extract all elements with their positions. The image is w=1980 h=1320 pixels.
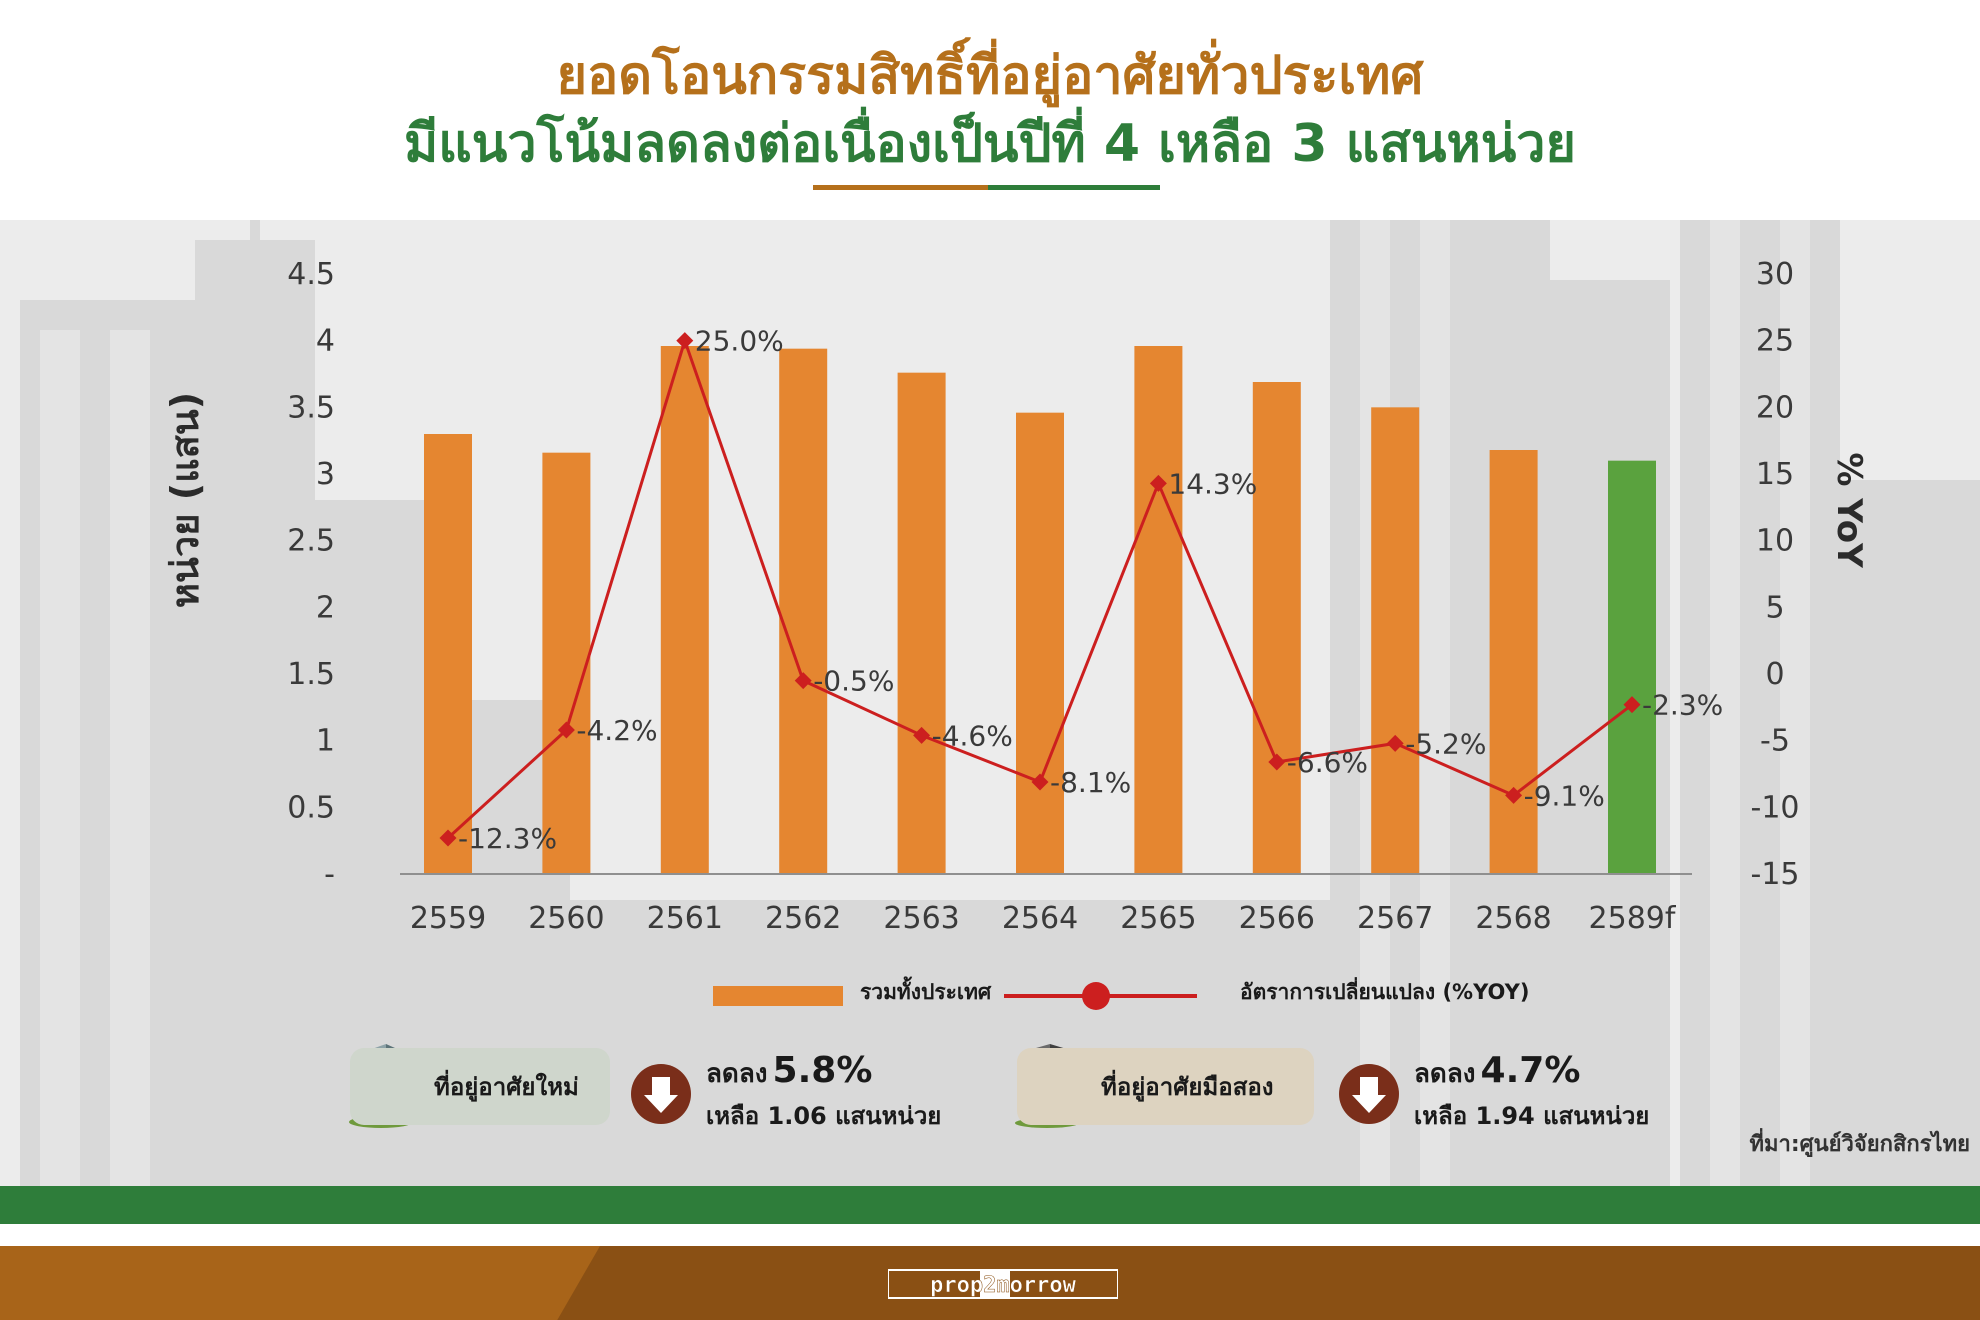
title-band [0,0,1980,220]
yoy-point [794,672,812,690]
y2-tick-label: -5 [1760,724,1790,759]
yoy-point [1268,753,1286,771]
yoy-point [913,726,931,744]
y-tick-label: 3 [316,457,335,492]
bar [660,346,709,874]
chart-title-line1: ยอดโอนกรรมสิทธิ์ที่อยู่อาศัยทั่วประเทศ [556,46,1424,106]
source-note: ที่มา:ศูนย์วิจัยกสิกรไทย [1749,1132,1970,1157]
legend-dot-swatch [1082,982,1110,1010]
y2-tick-label: -15 [1751,857,1800,892]
yoy-data-label: -12.3% [458,822,557,855]
footer-green-band [0,1186,1980,1224]
y-tick-label: - [324,857,335,892]
y-tick-label: 3.5 [287,390,335,425]
yoy-data-label: -4.2% [576,714,657,747]
brand-logo-text: prop2morrow [930,1273,1076,1298]
y-tick-label: 4 [316,324,335,359]
bar [542,452,591,874]
stat-new-sub: เหลือ 1.06 แสนหน่วย [706,1102,942,1130]
x-tick-label: 2568 [1475,901,1551,936]
y2-axis-label: % YoY [1829,452,1869,568]
footer-stripe [0,1246,601,1320]
footer-gap [0,1224,1980,1246]
bar [1371,407,1420,874]
chart-title-line2: มีแนวโน้มลดลงต่อเนื่องเป็นปีที่ 4 เหลือ … [404,114,1576,174]
x-tick-label: 2559 [410,901,486,936]
x-tick-label: 2563 [883,901,959,936]
y-axis-label: หน่วย (แสน) [163,392,207,608]
y-tick-label: 2.5 [287,524,335,559]
yoy-point [1623,696,1641,714]
yoy-data-label: -0.5% [813,665,894,698]
yoy-data-label: -8.1% [1050,766,1131,799]
y2-tick-label: 25 [1756,324,1794,359]
card-used-label: ที่อยู่อาศัยมือสอง [1101,1073,1274,1101]
down-arrow-icon [631,1064,691,1124]
bar [424,434,472,874]
chart: - 0.5 1 1.5 2 2.5 3 3.5 4 4.5 -15 -10 -5 0 5 10 15 20 25 3… [163,257,1869,936]
stat-used: ลดลง 4.7% เหลือ 1.94 แสนหน่วย [1414,1050,1649,1135]
down-arrow-icon [1339,1064,1399,1124]
brand-logo: prop2morrow [888,1269,1118,1299]
x-tick-label: 2561 [647,901,723,936]
bar [1134,346,1183,874]
stat-used-prefix: ลดลง [1414,1059,1476,1089]
x-tick-label: 2562 [765,901,841,936]
yoy-data-label: -2.3% [1642,689,1723,722]
title-underline-green [988,185,1160,190]
y-tick-label: 1.5 [287,657,335,692]
y2-tick-label: 10 [1756,524,1794,559]
y2-tick-label: 0 [1765,657,1784,692]
yoy-point [557,721,575,739]
card-new-housing: ที่อยู่อาศัยใหม่ [350,1048,610,1125]
legend-label-total: รวมทั้งประเทศ [860,980,992,1004]
stat-new: ลดลง 5.8% เหลือ 1.06 แสนหน่วย [706,1050,941,1135]
yoy-data-label: -5.2% [1405,727,1486,760]
yoy-point [676,332,694,350]
x-tick-label: 2565 [1120,901,1196,936]
title-underline-brown [813,185,988,190]
bar [1016,412,1064,874]
y2-tick-label: -10 [1751,790,1800,825]
yoy-data-label: 25.0% [695,325,784,358]
y-tick-label: 4.5 [287,257,335,292]
y2-tick-label: 30 [1756,257,1794,292]
bar [1252,382,1301,874]
y2-tick-label: 15 [1756,457,1794,492]
bar [779,348,828,875]
yoy-data-label: -4.6% [932,719,1013,752]
yoy-data-label: 14.3% [1168,467,1257,500]
y-tick-label: 1 [316,724,335,759]
legend-label-yoy: อัตราการเปลี่ยนแปลง (%YOY) [1240,980,1530,1004]
card-new-label: ที่อยู่อาศัยใหม่ [434,1073,579,1101]
yoy-data-label: -9.1% [1524,779,1605,812]
stat-used-pct: 4.7% [1480,1050,1581,1091]
y2-tick-label: 5 [1765,590,1784,625]
stat-used-sub: เหลือ 1.94 แสนหน่วย [1414,1102,1650,1130]
legend-bar-swatch [713,986,843,1006]
x-tick-label: 2566 [1239,901,1315,936]
stat-new-pct: 5.8% [772,1050,873,1091]
y2-tick-label: 20 [1756,390,1794,425]
yoy-data-label: -6.6% [1287,746,1368,779]
yoy-point [1031,773,1049,791]
stat-new-prefix: ลดลง [706,1059,768,1089]
x-tick-label: 2560 [528,901,604,936]
yoy-point [1505,786,1523,804]
bar-forecast [1608,460,1656,874]
card-used-housing: ที่อยู่อาศัยมือสอง [1017,1048,1314,1125]
yoy-point [439,829,457,847]
x-tick-label: 2564 [1002,901,1078,936]
y-tick-label: 2 [316,590,335,625]
yoy-point [1386,734,1404,752]
y-tick-label: 0.5 [287,790,335,825]
x-tick-label: 2567 [1357,901,1433,936]
x-tick-label: 2589f [1589,901,1677,936]
bar [897,372,946,874]
